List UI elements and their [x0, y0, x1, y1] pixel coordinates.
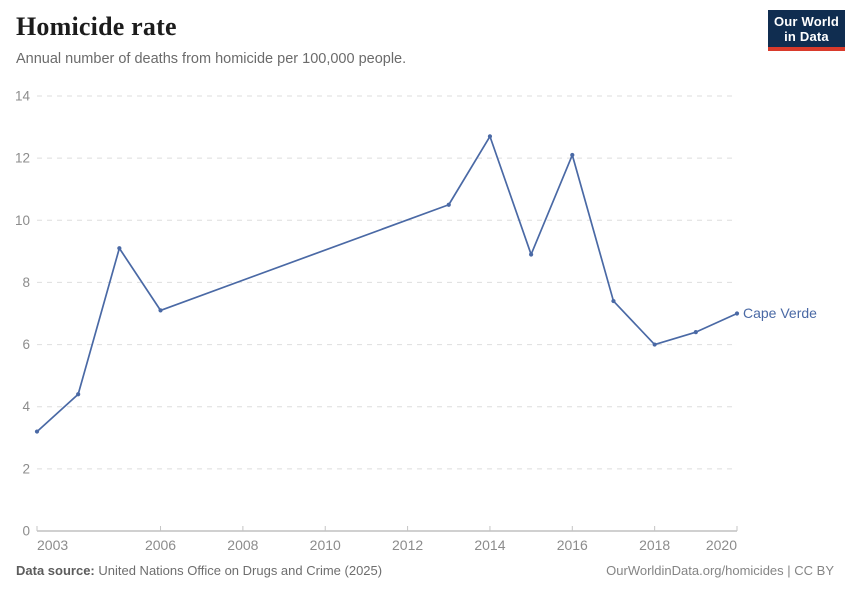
x-tick-label: 2003: [37, 537, 68, 553]
line-chart-canvas[interactable]: 0 2 4 6 8 10 12 14 2003 2006 2008 2010 2012 2014 2016 2…: [0, 84, 850, 560]
y-tick-label: 4: [22, 399, 30, 414]
series-label[interactable]: Cape Verde: [743, 305, 817, 321]
data-point[interactable]: [652, 342, 657, 347]
y-tick-label: 10: [15, 213, 30, 228]
chart-footer: Data source: United Nations Office on Dr…: [16, 563, 834, 578]
data-point[interactable]: [34, 429, 40, 434]
x-tick-label: 2016: [557, 537, 588, 553]
data-point[interactable]: [570, 152, 575, 158]
x-tick-label: 2010: [310, 537, 341, 553]
data-point[interactable]: [158, 308, 163, 313]
x-tick-label: 2012: [392, 537, 423, 553]
data-point[interactable]: [529, 252, 534, 257]
chart-subtitle: Annual number of deaths from homicide pe…: [16, 51, 407, 67]
y-tick-label: 14: [15, 89, 31, 104]
page-title: Homicide rate: [16, 12, 177, 41]
data-point[interactable]: [487, 134, 493, 139]
x-tick-label: 2020: [706, 537, 737, 553]
y-tick-label: 2: [22, 461, 30, 476]
x-tick-label: 2006: [145, 537, 176, 553]
y-tick-label: 12: [15, 151, 30, 166]
series-line[interactable]: [36, 135, 738, 433]
x-tick-label: 2018: [639, 537, 670, 553]
data-point[interactable]: [734, 311, 740, 316]
credit-link[interactable]: OurWorldinData.org/homicides | CC BY: [606, 563, 834, 578]
data-point[interactable]: [117, 246, 122, 251]
x-tick-label: 2014: [474, 537, 505, 553]
owid-logo-line2: in Data: [784, 29, 829, 44]
data-point[interactable]: [693, 330, 698, 335]
owid-logo-line1: Our World: [773, 14, 840, 29]
data-source-label: Data source:: [16, 563, 95, 578]
data-source-text: United Nations Office on Drugs and Crime…: [94, 563, 383, 578]
data-point[interactable]: [76, 392, 81, 397]
y-tick-label: 8: [22, 275, 30, 290]
y-tick-label: 6: [22, 337, 30, 352]
data-point[interactable]: [611, 298, 616, 304]
data-source: Data source: United Nations Office on Dr…: [16, 563, 382, 578]
data-point[interactable]: [446, 202, 451, 207]
y-tick-label: 0: [22, 524, 30, 539]
x-tick-label: 2008: [227, 537, 258, 553]
owid-logo[interactable]: Our World in Data: [768, 10, 845, 51]
